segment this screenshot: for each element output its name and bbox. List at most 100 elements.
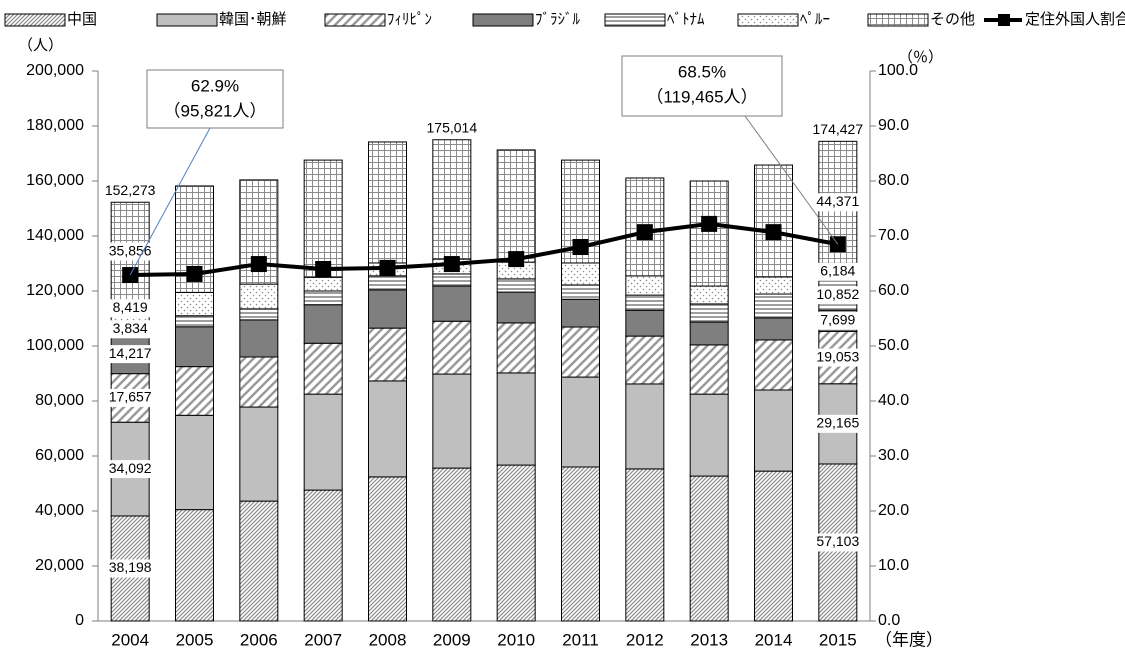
bar-segment bbox=[239, 308, 279, 321]
data-label-bg bbox=[109, 320, 151, 339]
bar-segment bbox=[432, 373, 472, 469]
callout-leader bbox=[744, 115, 839, 245]
x-tick-label: 2005 bbox=[176, 630, 214, 649]
legend-swatch bbox=[324, 13, 386, 27]
callout-count: （95,821人） bbox=[164, 101, 267, 120]
x-tick-label: 2009 bbox=[433, 630, 471, 649]
data-label-bg bbox=[817, 262, 859, 281]
y2-tick-label: 40.0 bbox=[878, 392, 909, 409]
data-label-bg bbox=[817, 311, 859, 330]
bar-segment bbox=[303, 342, 343, 395]
data-label: 10,852 bbox=[816, 286, 859, 302]
y2-tick-label: 70.0 bbox=[878, 227, 909, 244]
bar-segment bbox=[303, 304, 343, 344]
y-tick-label: 140,000 bbox=[26, 227, 84, 244]
bar-segment bbox=[689, 321, 729, 346]
bar-segment bbox=[625, 468, 665, 622]
data-label-bg bbox=[813, 193, 863, 212]
x-tick-label: 2010 bbox=[497, 630, 535, 649]
data-label: 17,657 bbox=[109, 389, 152, 405]
bar-segment bbox=[175, 291, 214, 317]
data-label-bg bbox=[813, 286, 863, 305]
bar-segment bbox=[689, 344, 729, 395]
bar-segment bbox=[625, 275, 665, 296]
bar-segment bbox=[754, 389, 793, 472]
callout-box bbox=[621, 55, 783, 117]
y-tick-label: 200,000 bbox=[26, 62, 84, 79]
line-marker bbox=[701, 215, 718, 232]
x-tick-label: 2007 bbox=[304, 630, 342, 649]
bar-segment bbox=[689, 180, 729, 287]
bar-segment bbox=[496, 372, 536, 466]
bar-segment bbox=[239, 500, 279, 622]
bar-segment bbox=[496, 464, 536, 622]
y2-axis-label: （％） bbox=[898, 49, 943, 66]
y2-tick-label: 80.0 bbox=[878, 172, 909, 189]
bar-segment bbox=[689, 475, 729, 622]
data-label: 44,371 bbox=[816, 193, 859, 209]
legend-swatch bbox=[4, 13, 66, 27]
legend-label: その他 bbox=[930, 11, 975, 28]
legend-label: 定住外国人割合 bbox=[1025, 11, 1125, 28]
y-tick-label: 0 bbox=[75, 612, 84, 629]
line-marker bbox=[508, 251, 525, 268]
y-tick-label: 40,000 bbox=[35, 502, 84, 519]
bar-segment bbox=[561, 376, 600, 468]
legend-label: ﾍﾞﾄﾅﾑ bbox=[667, 11, 705, 28]
bar-segment bbox=[561, 262, 600, 286]
bar-segment bbox=[368, 141, 407, 264]
bar-segment bbox=[303, 290, 343, 306]
legend-swatch bbox=[156, 13, 218, 27]
bar-segment bbox=[625, 309, 665, 337]
y2-tick-label: 100.0 bbox=[878, 62, 918, 79]
bar-segment bbox=[754, 339, 793, 391]
bar-segment bbox=[689, 303, 729, 323]
bar-segment bbox=[496, 291, 536, 324]
bar-segment bbox=[432, 467, 472, 622]
y-tick-label: 180,000 bbox=[26, 117, 84, 134]
bar-segment bbox=[303, 159, 343, 278]
bar-segment bbox=[303, 393, 343, 491]
bar-segment bbox=[432, 285, 472, 322]
data-label: 57,103 bbox=[816, 533, 859, 549]
callout-leader bbox=[129, 127, 211, 276]
data-label-bg bbox=[105, 242, 155, 261]
line-marker bbox=[636, 224, 653, 241]
data-label-bg bbox=[105, 460, 155, 479]
y-tick-label: 20,000 bbox=[35, 557, 84, 574]
legend-swatch bbox=[867, 13, 929, 27]
legend-label: 中国 bbox=[67, 11, 97, 28]
bar-segment bbox=[561, 326, 600, 378]
line-marker bbox=[122, 267, 139, 284]
bar-segment bbox=[496, 322, 536, 374]
bar-segment bbox=[689, 393, 729, 477]
data-label: 34,092 bbox=[109, 460, 152, 476]
data-label: 29,165 bbox=[816, 415, 859, 431]
legend-swatch bbox=[737, 13, 799, 27]
bar-segment bbox=[561, 466, 600, 622]
bar-segment bbox=[368, 476, 407, 622]
bar-segment bbox=[432, 139, 472, 260]
bar-segment bbox=[432, 273, 472, 287]
legend-swatch bbox=[604, 13, 666, 27]
data-label: 6,184 bbox=[820, 263, 855, 279]
line-marker bbox=[765, 224, 782, 241]
y-tick-label: 60,000 bbox=[35, 447, 84, 464]
bar-segment bbox=[754, 317, 793, 341]
data-label: 38,198 bbox=[109, 559, 152, 575]
line bbox=[130, 221, 839, 278]
bar-segment bbox=[625, 294, 665, 311]
x-tick-label: 2006 bbox=[240, 630, 278, 649]
callout-count: （119,465人） bbox=[646, 87, 757, 106]
x-tick-label: 2012 bbox=[626, 630, 664, 649]
x-tick-label: 2011 bbox=[562, 630, 599, 649]
x-tick-label: 2015 bbox=[819, 630, 857, 649]
data-label: 19,053 bbox=[816, 348, 859, 364]
x-axis-label: （年度） bbox=[875, 630, 943, 649]
data-label-bg bbox=[105, 559, 155, 578]
total-label: 152,273 bbox=[105, 182, 156, 198]
data-label: 35,856 bbox=[109, 242, 152, 258]
bar-segment bbox=[303, 276, 343, 292]
callout-value: 62.9% bbox=[191, 76, 239, 95]
